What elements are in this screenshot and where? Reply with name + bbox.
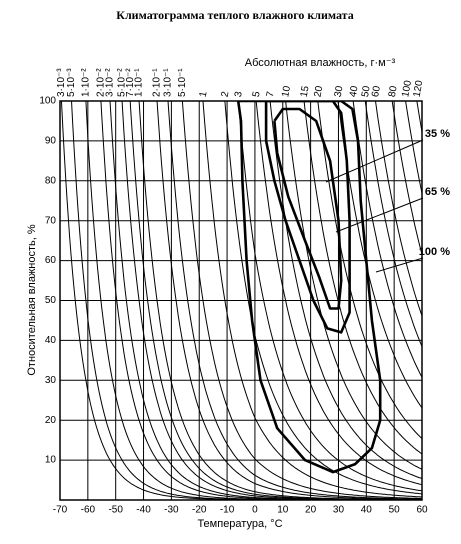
x-tick-label: 20 bbox=[305, 505, 317, 516]
x2-tick-label: 1·10⁻¹ bbox=[134, 68, 145, 97]
x2-tick-label: 40 bbox=[348, 85, 361, 98]
x2-tick-label: 5·10⁻³ bbox=[66, 68, 77, 97]
x2-tick-label: 1 bbox=[198, 90, 210, 98]
x2-tick-label: 5·10⁻² bbox=[117, 68, 128, 97]
x-tick-label: 10 bbox=[277, 505, 289, 516]
x2-tick-label: 120 bbox=[412, 79, 426, 98]
x-tick-label: 30 bbox=[333, 505, 345, 516]
x2-tick-label: 3·10⁻¹ bbox=[163, 68, 174, 97]
x-tick-label: 0 bbox=[252, 505, 258, 516]
x2-tick-label: 2·10⁻² bbox=[96, 68, 107, 97]
x2-tick-label: 15 bbox=[299, 85, 312, 98]
x2-tick-label: 7 bbox=[265, 90, 277, 98]
abs-humidity-line bbox=[181, 101, 422, 499]
contour bbox=[264, 101, 351, 334]
x2-tick-label: 10 bbox=[280, 85, 293, 98]
y-tick-label: 100 bbox=[39, 96, 56, 107]
x2-tick-label: 80 bbox=[387, 85, 400, 98]
abs-humidity-line bbox=[269, 101, 422, 479]
x-tick-label: -20 bbox=[192, 505, 207, 516]
y-tick-label: 10 bbox=[45, 455, 57, 466]
y-tick-label: 30 bbox=[45, 375, 57, 386]
x2-tick-label: 3 bbox=[233, 90, 245, 98]
contour bbox=[273, 107, 343, 310]
x2-tick-label: 2·10⁻¹ bbox=[152, 68, 163, 97]
y-tick-label: 20 bbox=[45, 415, 57, 426]
x2-tick-label: 50 bbox=[360, 85, 373, 98]
y-tick-label: 50 bbox=[45, 295, 57, 306]
abs-humidity-line bbox=[374, 101, 422, 317]
x2-tick-label: 100 bbox=[400, 79, 414, 98]
abs-humidity-line bbox=[167, 101, 422, 500]
x-tick-label: 50 bbox=[389, 505, 401, 516]
contour-label: 35 % bbox=[425, 128, 450, 140]
x2-tick-label: 30 bbox=[333, 85, 346, 98]
abs-humidity-line bbox=[405, 101, 422, 194]
x-tick-label: -10 bbox=[220, 505, 235, 516]
y-axis-title: Относительная влажность, % bbox=[26, 224, 38, 376]
abs-humidity-line bbox=[138, 101, 422, 500]
x-tick-label: -40 bbox=[136, 505, 151, 516]
y-tick-label: 80 bbox=[45, 175, 57, 186]
abs-humidity-line bbox=[224, 101, 422, 495]
x2-tick-label: 5·10⁻¹ bbox=[177, 68, 188, 97]
abs-humidity-line bbox=[337, 101, 422, 409]
contour bbox=[236, 101, 382, 474]
abs-humidity-line bbox=[202, 101, 422, 498]
y-tick-label: 90 bbox=[45, 136, 57, 147]
y-tick-label: 70 bbox=[45, 215, 57, 226]
plot-area bbox=[60, 101, 422, 500]
abs-humidity-line bbox=[416, 101, 422, 132]
abs-humidity-line bbox=[303, 101, 422, 455]
y-tick-label: 40 bbox=[45, 335, 57, 346]
x-tick-label: -50 bbox=[108, 505, 123, 516]
abs-humidity-line bbox=[352, 101, 422, 378]
abs-humidity-line bbox=[156, 101, 422, 500]
contour-label: 65 % bbox=[425, 186, 450, 198]
contour-label: 100 % bbox=[419, 246, 450, 258]
x-tick-label: -60 bbox=[81, 505, 96, 516]
x2-tick-label: 60 bbox=[370, 85, 383, 98]
x-tick-label: -30 bbox=[164, 505, 179, 516]
x2-tick-label: 3·10⁻² bbox=[105, 68, 116, 97]
abs-humidity-line bbox=[391, 101, 422, 255]
chart-title: Климатограмма теплого влажного климата bbox=[116, 8, 353, 22]
abs-humidity-line bbox=[285, 101, 422, 470]
x-axis-title: Температура, °C bbox=[197, 518, 282, 530]
x2-tick-label: 1·10⁻² bbox=[80, 68, 91, 97]
x2-tick-label: 7·10⁻² bbox=[125, 68, 136, 97]
x2-tick-label: 20 bbox=[312, 85, 325, 98]
x2-tick-label: 5 bbox=[251, 90, 263, 98]
x2-axis-title: Абсолютная влажность, г·м⁻³ bbox=[245, 57, 396, 69]
abs-humidity-line bbox=[237, 101, 422, 492]
abs-humidity-line bbox=[255, 101, 422, 486]
x2-tick-label: 2 bbox=[220, 90, 232, 98]
x-tick-label: 60 bbox=[416, 505, 428, 516]
x2-tick-label: 3·10⁻³ bbox=[56, 68, 67, 97]
abs-humidity-line bbox=[364, 101, 422, 347]
y-tick-label: 60 bbox=[45, 255, 57, 266]
x-tick-label: -70 bbox=[53, 505, 68, 516]
x-tick-label: 40 bbox=[361, 505, 373, 516]
